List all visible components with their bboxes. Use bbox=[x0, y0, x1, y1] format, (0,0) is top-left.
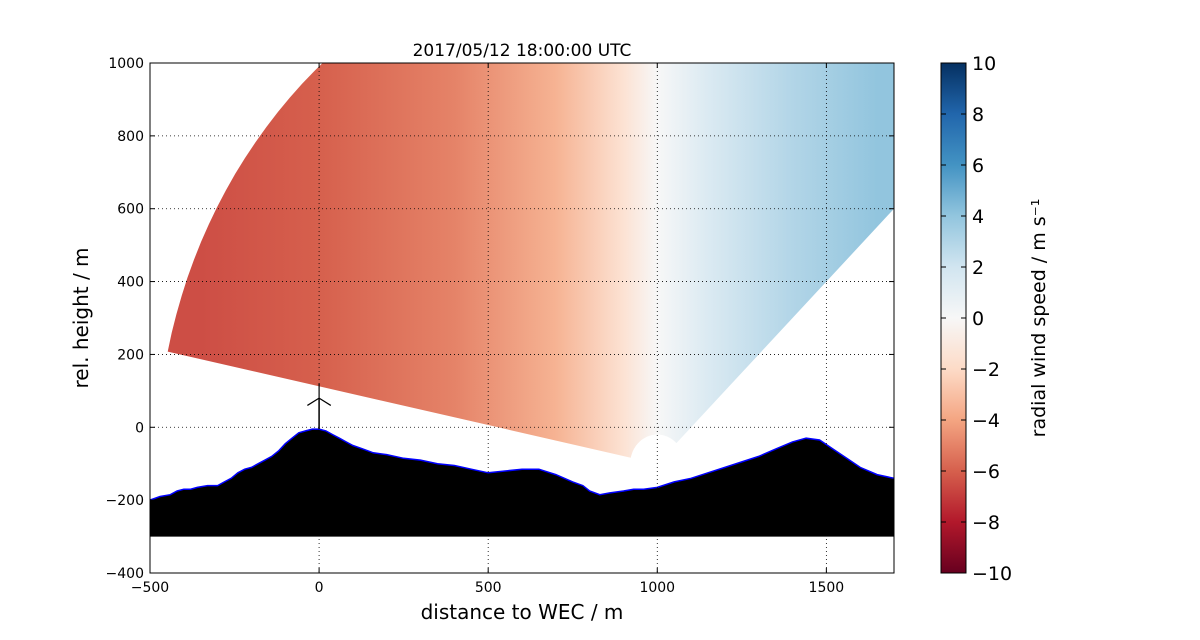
terrain-fill bbox=[150, 429, 894, 537]
wind-turbine-icon bbox=[307, 383, 332, 430]
colorbar-tick-label: −6 bbox=[972, 461, 1000, 483]
x-tick-label: −500 bbox=[131, 580, 169, 596]
x-tick-label: 0 bbox=[315, 580, 324, 596]
colorbar-tick-label: 2 bbox=[972, 257, 984, 279]
colorbar-ticks: 10 8 6 4 2 0 −2 −4 −6 −8 −10 bbox=[941, 53, 1012, 585]
x-tick-label: 500 bbox=[475, 580, 502, 596]
x-tick-label: 1500 bbox=[809, 580, 845, 596]
chart-title: 2017/05/12 18:00:00 UTC bbox=[413, 41, 632, 61]
y-tick-label: 400 bbox=[117, 275, 144, 291]
y-tick-label: −400 bbox=[106, 566, 144, 582]
plot-frame bbox=[149, 62, 895, 574]
y-tick-label: 200 bbox=[117, 347, 144, 363]
colorbar-tick-label: 0 bbox=[972, 308, 984, 330]
colorbar-tick-label: 8 bbox=[972, 104, 984, 126]
y-tick-label: 600 bbox=[117, 202, 144, 218]
colorbar-tick-label: 10 bbox=[972, 53, 996, 75]
colorbar-tick-label: −2 bbox=[972, 359, 1000, 381]
terrain bbox=[150, 428, 894, 537]
colorbar-tick-label: −10 bbox=[972, 563, 1012, 585]
grid bbox=[150, 63, 894, 573]
y-tick-label: 1000 bbox=[108, 56, 144, 72]
colorbar-tick-label: −4 bbox=[972, 410, 1000, 432]
scan-sector bbox=[167, 63, 894, 458]
wec-blade bbox=[307, 397, 320, 406]
colorbar-tick-label: −8 bbox=[972, 512, 1000, 534]
wind-field bbox=[167, 63, 894, 458]
wec-blade bbox=[318, 397, 332, 406]
colorbar-tick-label: 6 bbox=[972, 155, 984, 177]
y-axis-label: rel. height / m bbox=[69, 247, 93, 388]
x-tick-label: 1000 bbox=[639, 580, 675, 596]
x-axis-label: distance to WEC / m bbox=[421, 600, 624, 624]
y-tick-label: −200 bbox=[106, 493, 144, 509]
terrain-edge bbox=[150, 428, 894, 501]
colorbar-tick-label: 4 bbox=[972, 206, 984, 228]
y-tick-label: 800 bbox=[117, 129, 144, 145]
colorbar-label: radial wind speed / m s⁻¹ bbox=[1028, 199, 1050, 438]
x-axis-ticks: −500 0 500 1000 1500 bbox=[131, 63, 844, 596]
y-axis-ticks: −400 −200 0 200 400 600 800 1000 bbox=[106, 56, 894, 582]
y-tick-label: 0 bbox=[135, 420, 144, 436]
